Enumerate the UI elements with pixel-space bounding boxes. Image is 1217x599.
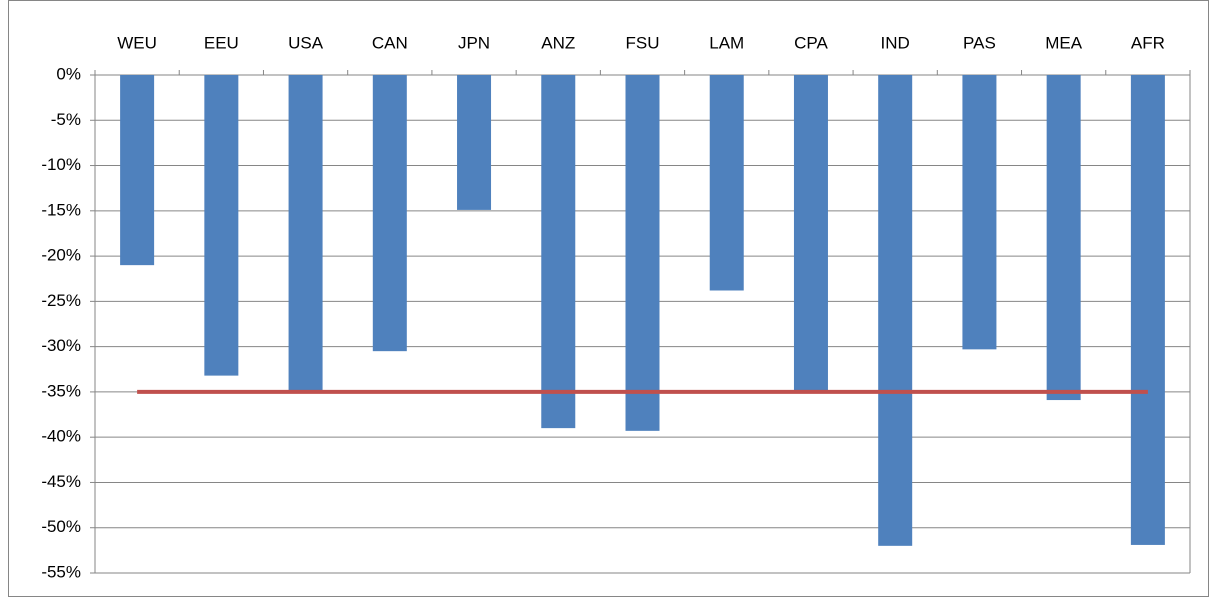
x-tick-label: PAS (963, 33, 996, 52)
x-tick-label: JPN (458, 33, 490, 52)
bar (372, 75, 407, 352)
bar (793, 75, 828, 392)
y-tick-label: -10% (41, 155, 81, 174)
bar (625, 75, 660, 431)
bar (878, 75, 913, 546)
bar (709, 75, 744, 291)
x-tick-label: ANZ (541, 33, 575, 52)
bar (457, 75, 492, 210)
y-tick-label: -5% (51, 110, 81, 129)
y-tick-label: -35% (41, 381, 81, 400)
bar (204, 75, 239, 376)
x-tick-label: EEU (204, 33, 239, 52)
x-tick-label: WEU (117, 33, 157, 52)
bar (541, 75, 576, 429)
chart-border (8, 0, 1209, 597)
bar (288, 75, 323, 391)
y-tick-label: 0% (56, 64, 81, 83)
x-tick-label: FSU (626, 33, 660, 52)
y-tick-label: -15% (41, 200, 81, 219)
bar (1046, 75, 1081, 401)
bar (120, 75, 155, 266)
bar (1130, 75, 1165, 545)
bar (962, 75, 997, 350)
y-tick-label: -50% (41, 517, 81, 536)
x-tick-label: MEA (1045, 33, 1083, 52)
y-tick-label: -30% (41, 336, 81, 355)
y-tick-label: -40% (41, 427, 81, 446)
x-tick-label: CAN (372, 33, 408, 52)
y-tick-label: -45% (41, 472, 81, 491)
y-tick-label: -55% (41, 562, 81, 581)
x-tick-label: IND (881, 33, 910, 52)
x-tick-label: AFR (1131, 33, 1165, 52)
y-tick-label: -20% (41, 246, 81, 265)
x-tick-label: CPA (794, 33, 828, 52)
x-tick-label: LAM (709, 33, 744, 52)
x-tick-label: USA (288, 33, 324, 52)
y-tick-label: -25% (41, 291, 81, 310)
